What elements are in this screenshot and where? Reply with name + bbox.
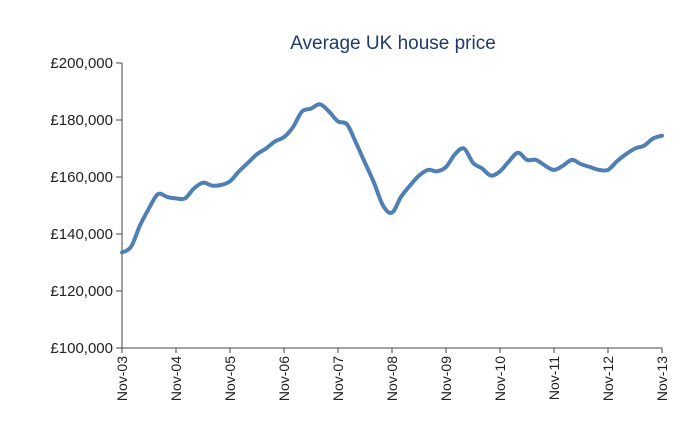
data-point: [570, 158, 574, 162]
y-axis-ticks: £100,000 £120,000 £140,000 £160,000 £180,000…: [50, 55, 122, 357]
data-point: [273, 139, 277, 143]
data-point: [183, 196, 187, 200]
data-point: [345, 122, 349, 126]
data-point: [156, 192, 160, 196]
y-tick-label: £200,000: [50, 55, 113, 72]
data-point: [525, 158, 529, 162]
x-tick-label: Nov-10: [492, 356, 508, 401]
data-point: [264, 147, 268, 151]
data-point: [552, 168, 556, 172]
data-point: [192, 186, 196, 190]
data-point: [336, 119, 340, 123]
y-tick-label: £160,000: [50, 169, 113, 186]
data-point: [120, 251, 124, 255]
data-point: [426, 168, 430, 172]
data-point: [561, 164, 565, 168]
data-point: [660, 134, 664, 138]
data-point: [543, 164, 547, 168]
x-tick-label: Nov-07: [330, 356, 346, 401]
y-tick-label: £180,000: [50, 112, 113, 129]
data-point: [444, 165, 448, 169]
data-point: [588, 165, 592, 169]
data-point: [435, 169, 439, 173]
x-tick-label: Nov-08: [384, 356, 400, 401]
data-point: [318, 102, 322, 106]
data-point: [516, 151, 520, 155]
data-point: [471, 161, 475, 165]
y-tick-label: £100,000: [50, 340, 113, 357]
data-point: [417, 174, 421, 178]
series-group: [120, 102, 664, 255]
data-point: [309, 107, 313, 111]
data-point: [498, 169, 502, 173]
data-point: [237, 169, 241, 173]
data-point: [291, 125, 295, 129]
y-tick-label: £140,000: [50, 226, 113, 243]
data-point: [327, 110, 331, 114]
x-tick-label: Nov-04: [168, 356, 184, 401]
data-point: [210, 184, 214, 188]
x-tick-label: Nov-13: [654, 356, 670, 401]
data-point: [372, 181, 376, 185]
series-line: [120, 102, 664, 255]
x-tick-label: Nov-03: [114, 356, 130, 401]
y-tick-label: £120,000: [50, 283, 113, 300]
data-point: [147, 206, 151, 210]
data-point: [507, 159, 511, 163]
data-point: [246, 161, 250, 165]
chart-title: Average UK house price: [290, 33, 496, 54]
data-point: [174, 196, 178, 200]
data-point: [597, 168, 601, 172]
x-tick-label: Nov-05: [222, 356, 238, 401]
data-point: [138, 223, 142, 227]
data-point: [381, 204, 385, 208]
x-tick-label: Nov-11: [546, 356, 562, 400]
data-point: [633, 147, 637, 151]
data-point: [228, 179, 232, 183]
data-point: [489, 174, 493, 178]
x-tick-label: Nov-12: [600, 356, 616, 401]
data-point: [453, 152, 457, 156]
data-point: [408, 184, 412, 188]
data-point: [462, 147, 466, 151]
data-point: [390, 211, 394, 215]
data-point: [363, 161, 367, 165]
data-point: [282, 135, 286, 139]
data-point: [579, 162, 583, 166]
data-point: [219, 183, 223, 187]
data-point: [354, 141, 358, 145]
data-point: [129, 245, 133, 249]
data-point: [201, 181, 205, 185]
data-point: [165, 195, 169, 199]
data-point: [300, 110, 304, 114]
data-point: [399, 195, 403, 199]
data-point: [642, 144, 646, 148]
x-tick-label: Nov-06: [276, 356, 292, 401]
x-tick-label: Nov-09: [438, 356, 454, 401]
data-point: [480, 166, 484, 170]
x-axis-ticks: Nov-03 Nov-04 Nov-05 Nov-06 Nov-07 Nov-08 Nov-…: [114, 348, 670, 401]
data-point: [615, 159, 619, 163]
axes: [121, 63, 662, 349]
data-point: [255, 152, 259, 156]
data-point: [624, 152, 628, 156]
data-point: [606, 168, 610, 172]
data-point: [534, 158, 538, 162]
data-point: [651, 137, 655, 141]
